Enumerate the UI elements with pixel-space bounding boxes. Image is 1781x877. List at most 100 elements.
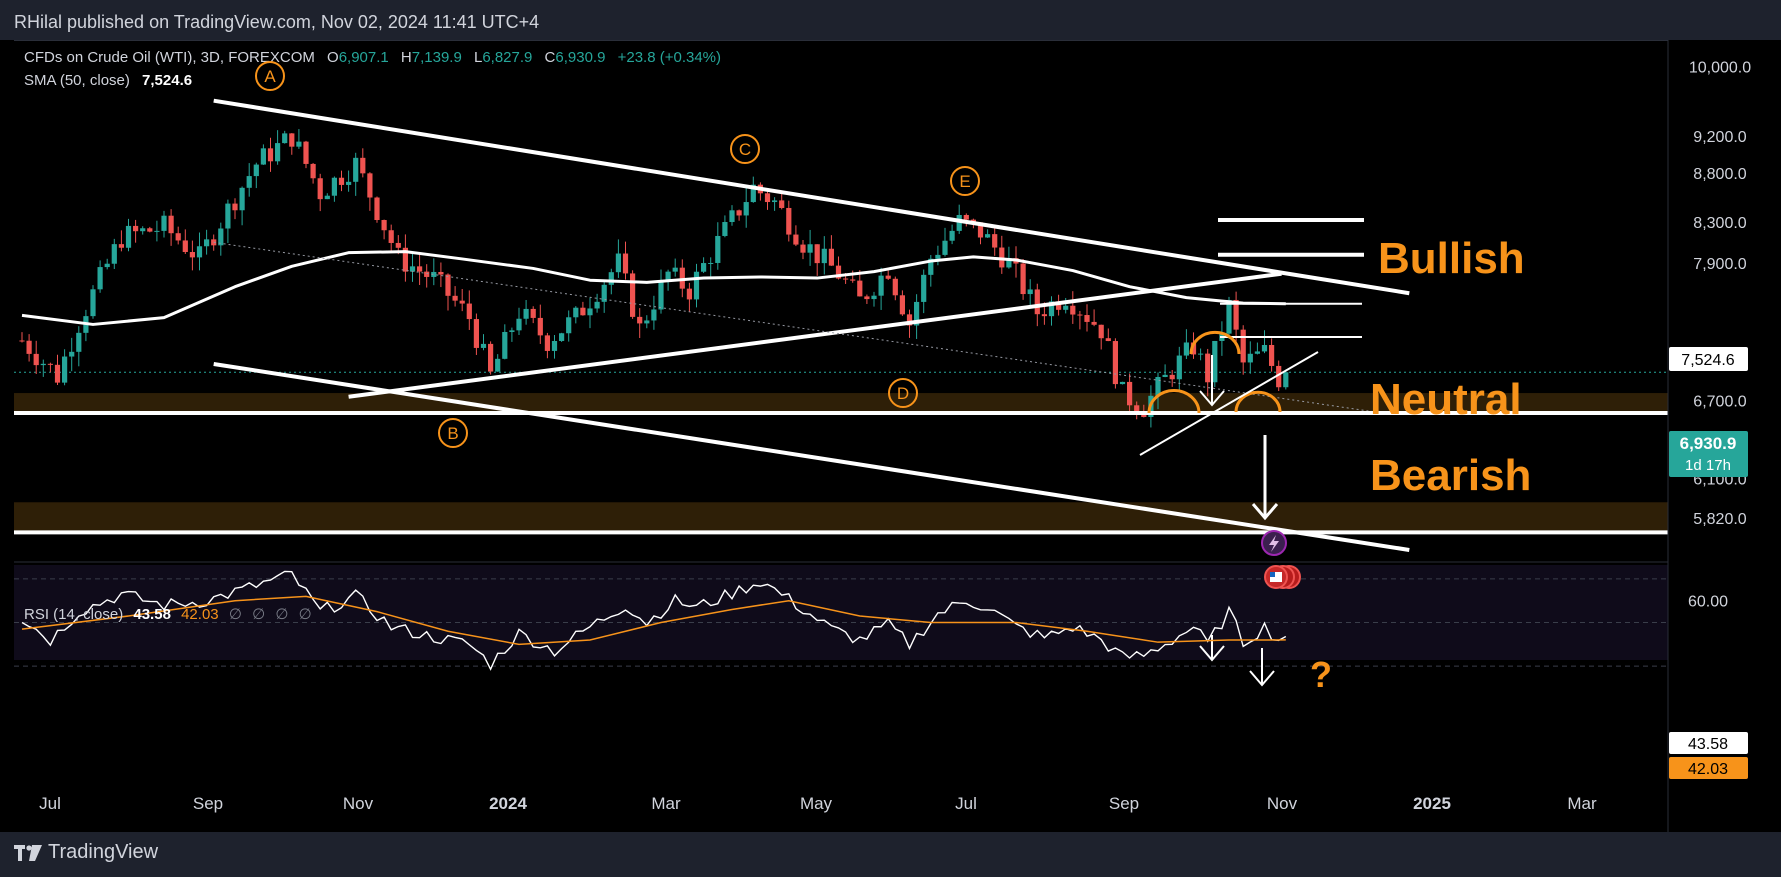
candle-body: [850, 279, 856, 281]
legend-rsi-empty-3: ∅: [275, 606, 288, 623]
candle-body: [729, 210, 735, 223]
candle-body: [715, 235, 721, 263]
candle-body: [1091, 321, 1097, 325]
candle-body: [779, 200, 785, 208]
wave-label-c: C: [730, 134, 760, 164]
candle-body: [963, 214, 969, 220]
rsi-ma-badge-text: 42.03: [1688, 761, 1728, 778]
wave-a-text: A: [264, 67, 276, 86]
tradingview-logo-icon: [14, 844, 42, 861]
legend-rsi-label: RSI (14, close): [24, 606, 123, 623]
candle-body: [956, 214, 962, 231]
wave-e-text: E: [959, 172, 970, 191]
candle-body: [26, 340, 32, 354]
candle-body: [480, 343, 487, 348]
candle-body: [1176, 355, 1182, 380]
candle-body: [594, 301, 600, 309]
candle-body: [1020, 263, 1026, 295]
candle-body: [708, 262, 714, 264]
legend-rsi-empty-1: ∅: [229, 606, 242, 623]
time-tick-label: Jul: [39, 794, 61, 813]
branding-bar: [0, 832, 1781, 877]
candle-body: [509, 330, 515, 332]
zone-1: [14, 502, 1668, 533]
earnings-event-icon[interactable]: [1261, 530, 1287, 556]
tradingview-logo[interactable]: TradingView: [14, 841, 158, 864]
candle-body: [551, 340, 558, 351]
candle-body: [807, 244, 813, 253]
trendline-mid-dotted: [213, 241, 1374, 413]
candle-body: [701, 263, 707, 272]
candle-body: [360, 157, 366, 174]
candle-body: [438, 271, 444, 275]
candle-body: [814, 244, 820, 264]
candle-body: [622, 253, 629, 274]
candle-body: [417, 266, 423, 272]
candle-body: [260, 148, 266, 165]
candle-body: [459, 300, 465, 304]
candle-body: [118, 244, 124, 248]
trendline-upper-channel: [213, 98, 1410, 296]
wave-label-b: B: [438, 418, 468, 448]
candle-body: [225, 203, 231, 229]
last-price-badge: 6,930.9 1d 17h: [1669, 431, 1748, 477]
candle-body: [1190, 342, 1197, 355]
candle-body: [1034, 289, 1040, 315]
candle-body: [821, 248, 827, 264]
legend-open-label: O: [327, 49, 339, 66]
candle-body: [19, 340, 25, 342]
candle-body: [658, 280, 664, 310]
time-tick-label: Nov: [1267, 794, 1298, 813]
candle-body: [495, 358, 501, 372]
candle-body: [47, 363, 53, 365]
legend-symbol-name: CFDs on Crude Oil (WTI), 3D, FOREXCOM: [24, 49, 315, 66]
rsi-badge-text: 43.58: [1688, 736, 1728, 753]
candle-body: [196, 246, 203, 258]
legend-sma: SMA (50, close) 7,524.6: [24, 72, 192, 89]
candle-body: [161, 215, 167, 231]
sma-line: [21, 250, 1286, 326]
price-tick-label: 8,300.0: [1693, 215, 1746, 232]
target-projection-arrow-head: [1251, 503, 1279, 521]
candle-body: [1127, 381, 1133, 406]
wave-b-text: B: [447, 424, 458, 443]
candle-body: [906, 314, 913, 326]
tradingview-logo-text: TradingView: [48, 841, 159, 863]
chart-svg[interactable]: 10,000.09,200.08,800.08,300.07,900.07,10…: [0, 40, 1781, 832]
trendline-lower-channel: [213, 362, 1410, 552]
head-drop-arrow-head: [1199, 390, 1225, 407]
chart-area[interactable]: 10,000.09,200.08,800.08,300.07,900.07,10…: [0, 40, 1781, 832]
candle-body: [871, 295, 877, 300]
candle-body: [168, 215, 174, 234]
candle-body: [488, 343, 494, 372]
price-tick-label: 8,800.0: [1693, 166, 1746, 183]
rsi-question-mark: ?: [1310, 654, 1332, 695]
economic-events-icon[interactable]: [1264, 565, 1301, 589]
candle-body: [1070, 305, 1076, 315]
candle-body: [892, 278, 898, 296]
legend-rsi-empty-4: ∅: [299, 606, 312, 623]
candle-body: [935, 254, 941, 259]
legend-close-value: 6,930.9: [555, 49, 605, 66]
time-tick-label: Mar: [1567, 794, 1597, 813]
candle-body: [1119, 381, 1126, 385]
time-axis[interactable]: Jul Sep Nov 2024 Mar May Jul Sep Nov 2025 Mar: [39, 794, 1597, 813]
candle-body: [566, 317, 572, 334]
candle-body: [1233, 299, 1239, 330]
legend-rsi-value: 43.58: [133, 606, 171, 623]
countdown-badge-text: 1d 17h: [1685, 457, 1731, 474]
candle-body: [878, 275, 884, 296]
candle-body: [1063, 305, 1069, 310]
candle-body: [516, 318, 522, 331]
candle-body: [835, 265, 842, 279]
candle-body: [1276, 365, 1282, 388]
candle-body: [523, 308, 529, 319]
wedge-line: [1139, 351, 1319, 456]
bearish-label: Bearish: [1370, 451, 1531, 500]
candle-body: [324, 195, 330, 200]
legend-sma-value: 7,524.6: [142, 72, 192, 89]
candle-body: [928, 258, 934, 275]
candle-body: [857, 280, 863, 297]
legend-rsi-empty-2: ∅: [252, 606, 265, 623]
candle-body: [1041, 314, 1047, 317]
